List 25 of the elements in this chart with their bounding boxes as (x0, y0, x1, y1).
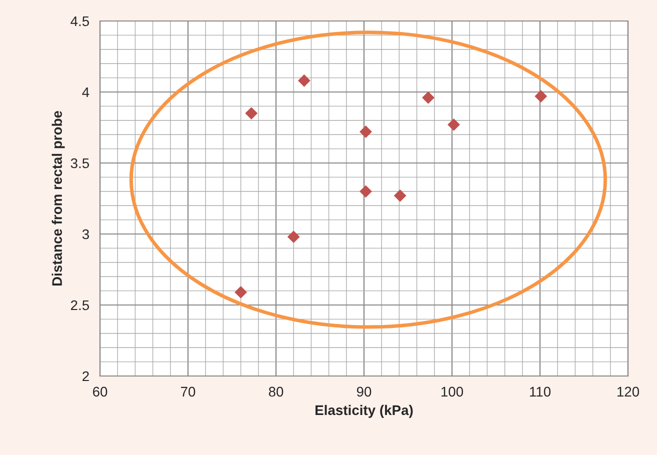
point (287, 230, 300, 244)
y-axis-title: Distance from rectal probe (52, 110, 65, 286)
y-tick-label: 2.5 (70, 300, 90, 310)
point (360, 185, 372, 198)
point (394, 189, 406, 202)
x-tick-label: 110 (530, 386, 551, 397)
y-tick-label: 4 (82, 87, 90, 98)
y-tick-label: 2 (82, 371, 89, 382)
y-tick-label: 4.5 (70, 16, 90, 26)
point (422, 91, 434, 104)
x-axis-title: Elasticity (kPa) (316, 404, 413, 418)
point (298, 74, 310, 87)
point (534, 90, 548, 102)
y-tick-label: 3 (82, 229, 89, 240)
y-tick-label: 3.5 (70, 158, 90, 168)
x-tick-label: 90 (356, 386, 372, 397)
x-tick-label: 80 (268, 386, 284, 397)
x-tick-label: 60 (92, 386, 108, 397)
point (448, 118, 460, 131)
point (360, 126, 372, 138)
point (234, 286, 248, 298)
x-tick-label: 120 (617, 386, 640, 397)
x-tick-label: 70 (180, 386, 196, 397)
point (245, 107, 258, 120)
x-tick-label: 100 (441, 386, 464, 397)
